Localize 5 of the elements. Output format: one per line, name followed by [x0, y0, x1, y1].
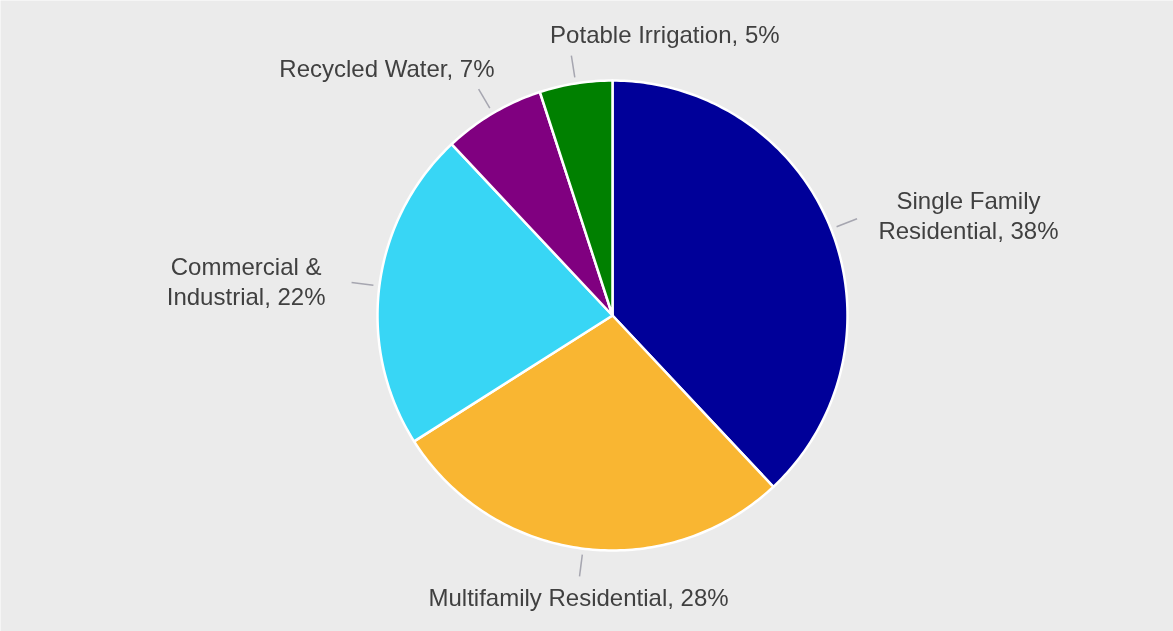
slice-label: Commercial & Industrial, 22% — [166, 253, 326, 311]
slice-label: Potable Irrigation, 5% — [550, 20, 780, 48]
slice-label: Single Family Residential, 38% — [878, 187, 1059, 245]
slice-label: Multifamily Residential, 28% — [428, 584, 729, 612]
slice-label: Recycled Water, 7% — [279, 55, 495, 83]
